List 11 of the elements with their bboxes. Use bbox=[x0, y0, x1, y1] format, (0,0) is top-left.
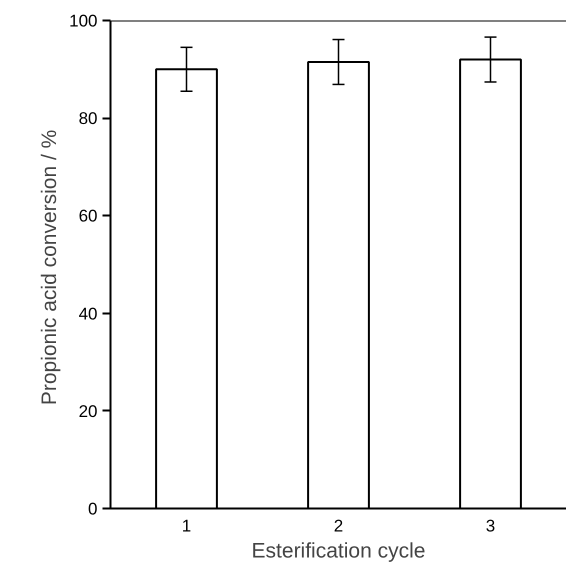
x-axis-title: Esterification cycle bbox=[252, 540, 426, 562]
y-tick-label: 20 bbox=[78, 402, 98, 421]
y-tick-label: 40 bbox=[78, 304, 98, 324]
y-tick-label: 80 bbox=[78, 109, 98, 128]
y-tick-label: 0 bbox=[88, 500, 98, 518]
y-axis-title: Propionic acid conversion / % bbox=[38, 130, 62, 406]
y-tick-label: 60 bbox=[78, 206, 98, 226]
x-tick-label: 3 bbox=[486, 516, 496, 536]
x-tick-label: 2 bbox=[334, 516, 344, 536]
y-tick-label: 100 bbox=[69, 12, 98, 30]
x-tick-label: 1 bbox=[182, 516, 192, 536]
